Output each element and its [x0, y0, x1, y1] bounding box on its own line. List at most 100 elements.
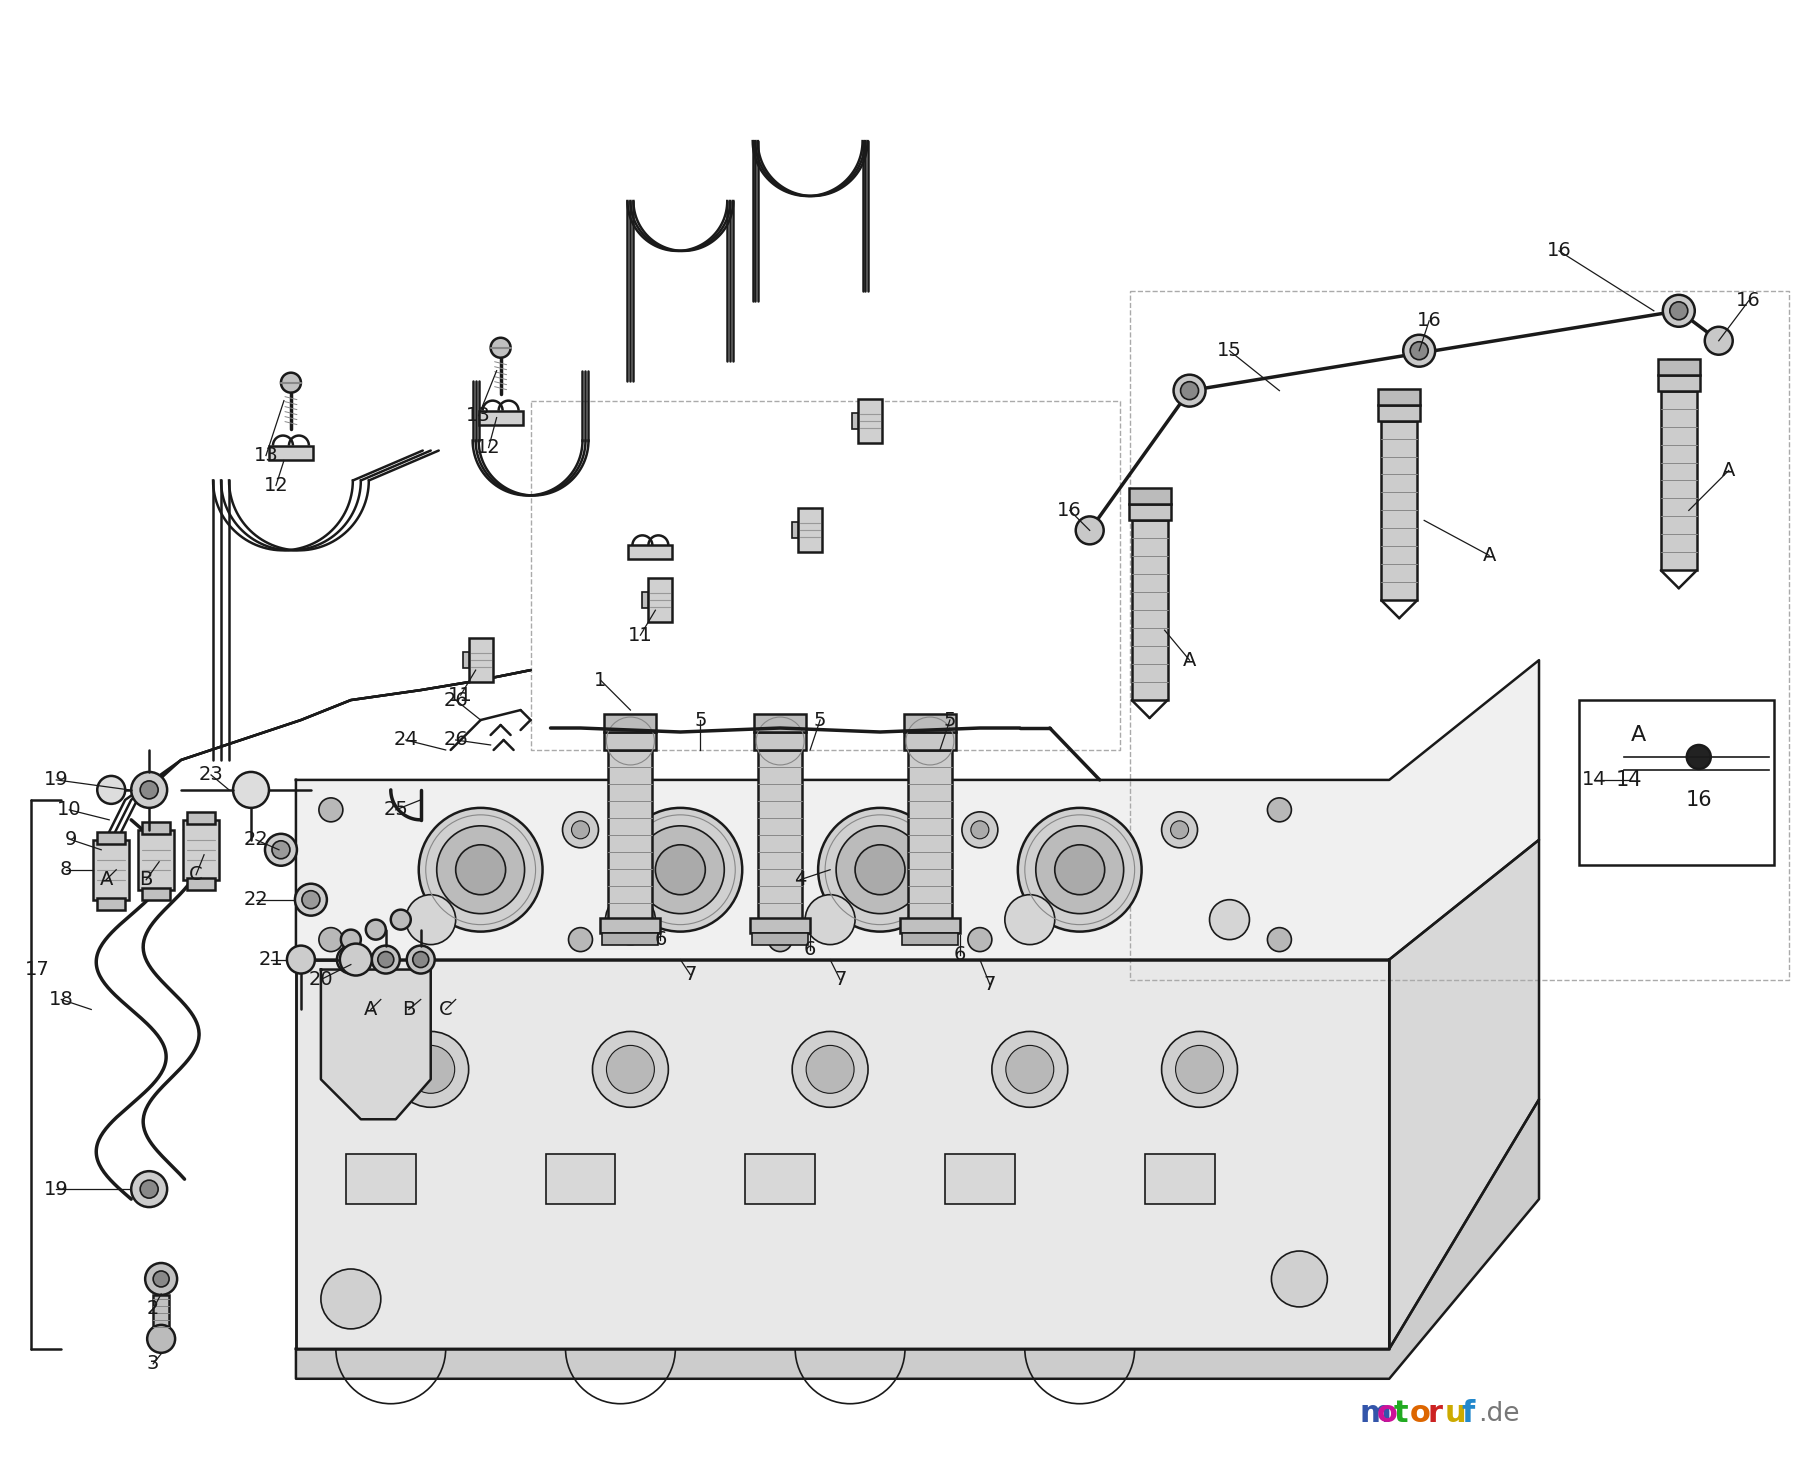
Bar: [745, 1155, 815, 1204]
Bar: [851, 412, 859, 428]
Circle shape: [1409, 342, 1427, 359]
Bar: [754, 732, 806, 750]
Circle shape: [992, 1031, 1067, 1108]
Text: 7: 7: [684, 965, 697, 984]
Text: 7: 7: [983, 976, 995, 995]
Circle shape: [153, 1270, 169, 1287]
Text: A: A: [99, 870, 113, 889]
Circle shape: [437, 826, 524, 914]
Bar: [97, 832, 126, 844]
Polygon shape: [295, 1099, 1539, 1379]
Circle shape: [365, 920, 385, 939]
Bar: [751, 918, 810, 933]
Circle shape: [605, 895, 655, 945]
Bar: [605, 714, 657, 732]
Circle shape: [1035, 826, 1123, 914]
Circle shape: [637, 826, 724, 914]
Bar: [859, 399, 882, 443]
Circle shape: [1181, 381, 1199, 399]
Circle shape: [391, 910, 410, 930]
Circle shape: [1175, 1046, 1224, 1093]
Bar: [139, 830, 175, 889]
Circle shape: [1705, 327, 1733, 355]
Circle shape: [232, 772, 268, 808]
Bar: [463, 653, 468, 667]
Text: 22: 22: [243, 890, 268, 910]
Circle shape: [337, 946, 365, 974]
Bar: [907, 750, 952, 920]
Circle shape: [1006, 1046, 1053, 1093]
Text: 2: 2: [148, 1300, 160, 1319]
Bar: [643, 593, 648, 609]
Circle shape: [1170, 822, 1188, 839]
Bar: [945, 1155, 1015, 1204]
Circle shape: [340, 943, 373, 976]
Bar: [1379, 389, 1420, 405]
Circle shape: [320, 1269, 382, 1329]
Bar: [1658, 359, 1699, 374]
Circle shape: [792, 1031, 868, 1108]
Bar: [902, 933, 958, 945]
Circle shape: [131, 1171, 167, 1207]
Text: 11: 11: [448, 685, 473, 704]
Circle shape: [1267, 798, 1291, 822]
Bar: [268, 446, 313, 459]
Circle shape: [607, 1046, 655, 1093]
Bar: [797, 509, 823, 553]
Text: A: A: [1631, 725, 1647, 745]
Circle shape: [592, 1031, 668, 1108]
Circle shape: [1174, 374, 1206, 406]
Bar: [758, 750, 803, 920]
Bar: [142, 888, 171, 899]
Circle shape: [961, 811, 997, 848]
Text: 22: 22: [243, 830, 268, 849]
Bar: [479, 411, 522, 424]
Text: t: t: [1393, 1400, 1408, 1429]
Circle shape: [140, 1179, 158, 1199]
Text: 26: 26: [443, 691, 468, 710]
Text: 6: 6: [954, 945, 967, 964]
Circle shape: [572, 822, 589, 839]
Circle shape: [286, 946, 315, 974]
Text: 17: 17: [25, 959, 50, 978]
Text: 4: 4: [794, 870, 806, 889]
Text: 23: 23: [198, 766, 223, 785]
Circle shape: [131, 772, 167, 808]
Text: 11: 11: [628, 626, 653, 644]
Circle shape: [805, 895, 855, 945]
Circle shape: [140, 780, 158, 800]
Bar: [608, 750, 652, 920]
Polygon shape: [320, 970, 430, 1119]
Text: 13: 13: [254, 446, 279, 465]
Text: o: o: [1409, 1400, 1431, 1429]
Text: f: f: [1462, 1400, 1474, 1429]
Bar: [545, 1155, 616, 1204]
Circle shape: [281, 373, 301, 393]
Circle shape: [1271, 1251, 1327, 1307]
Circle shape: [407, 1046, 455, 1093]
Text: 20: 20: [308, 970, 333, 989]
Polygon shape: [1390, 839, 1539, 1348]
Text: 14: 14: [1616, 770, 1642, 789]
Circle shape: [619, 808, 742, 932]
Text: B: B: [139, 870, 153, 889]
Bar: [1381, 421, 1417, 600]
Bar: [754, 714, 806, 732]
Circle shape: [340, 930, 360, 949]
Circle shape: [1161, 811, 1197, 848]
Text: A: A: [1183, 651, 1197, 669]
Circle shape: [405, 895, 455, 945]
Circle shape: [319, 798, 342, 822]
Circle shape: [378, 952, 394, 968]
Circle shape: [855, 845, 905, 895]
Text: 19: 19: [43, 1179, 68, 1199]
Circle shape: [1670, 302, 1688, 320]
Bar: [752, 933, 808, 945]
Circle shape: [265, 833, 297, 866]
Text: m: m: [1359, 1400, 1391, 1429]
Circle shape: [968, 927, 992, 952]
Text: 26: 26: [443, 731, 468, 750]
Bar: [603, 933, 659, 945]
Circle shape: [563, 811, 598, 848]
Text: 5: 5: [695, 710, 707, 729]
